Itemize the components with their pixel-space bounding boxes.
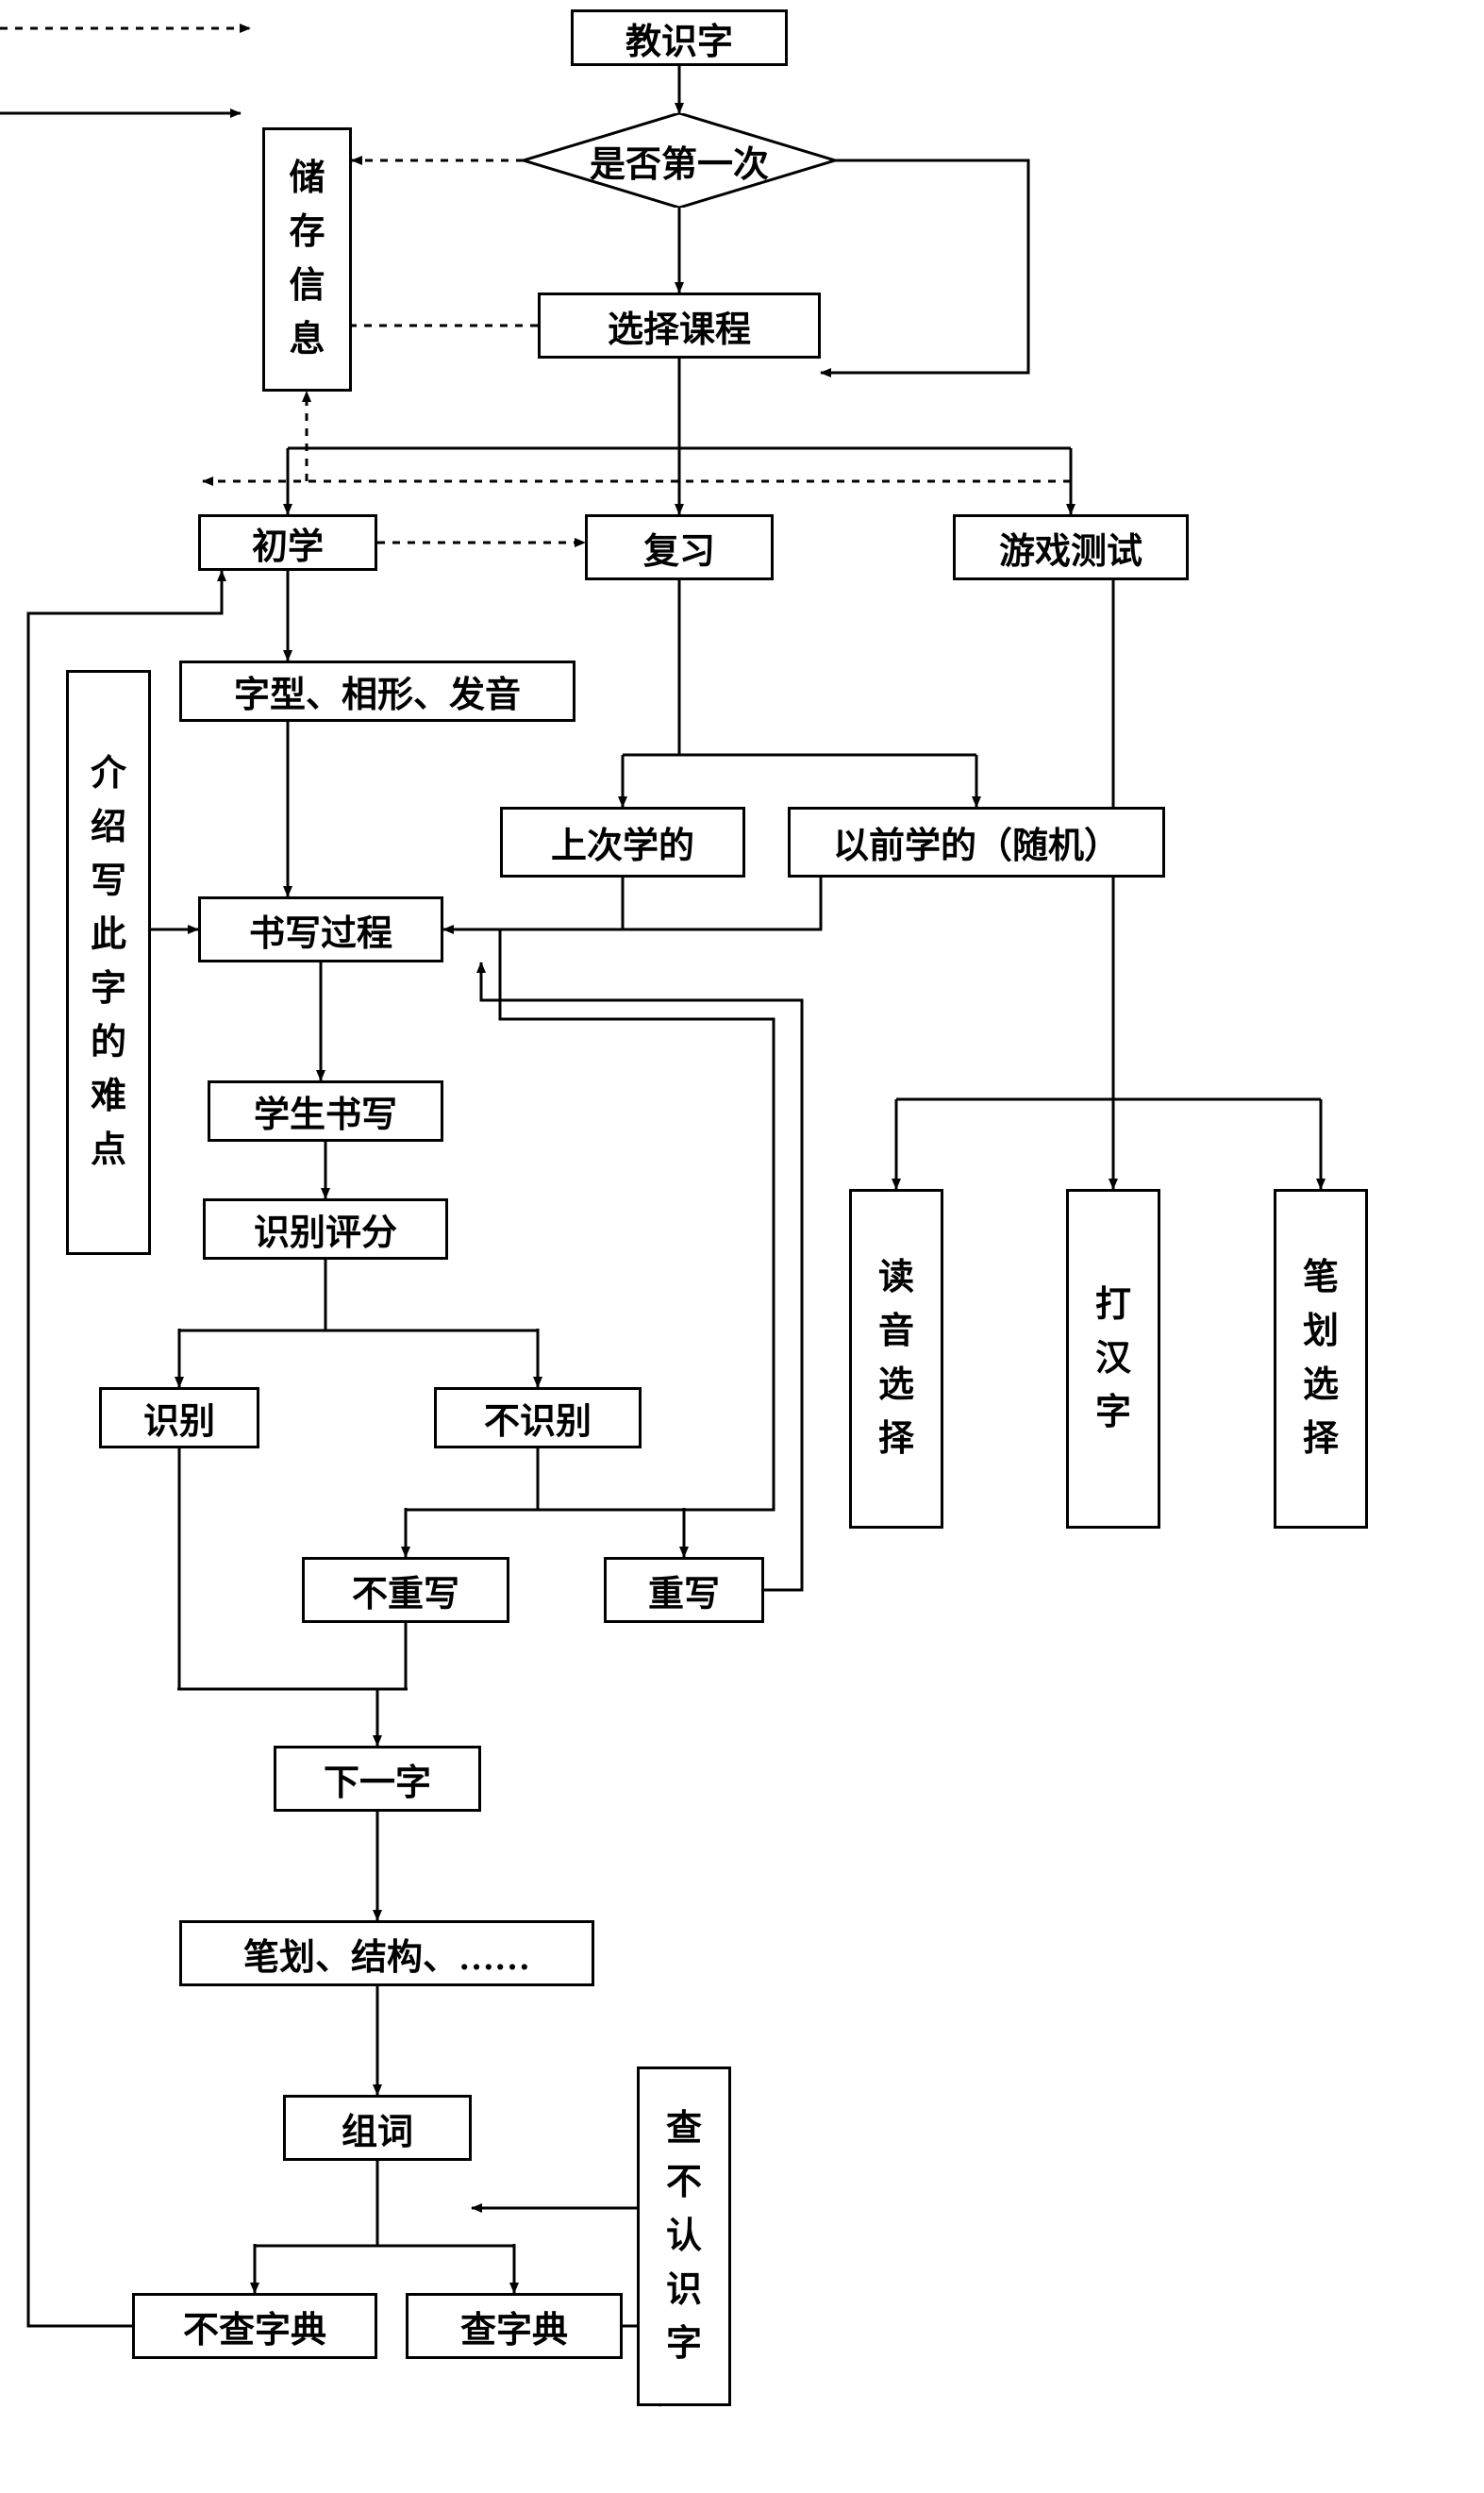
- node-label-teach: 教识字: [625, 12, 733, 64]
- decision-label: 是否第一次: [524, 113, 835, 208]
- node-label-nextchar: 下一字: [324, 1753, 431, 1805]
- node-lasttime: 上次学的: [500, 807, 745, 878]
- node-before: 以前学的（随机）: [788, 807, 1165, 878]
- node-label-dict: 查字典: [460, 2301, 568, 2352]
- node-label-pronun: 读音选择: [878, 1251, 914, 1466]
- node-strokes2: 笔划、结构、……: [179, 1920, 594, 1986]
- node-label-type: 打汉字: [1095, 1279, 1131, 1440]
- node-label-before: 以前学的（随机）: [833, 816, 1120, 868]
- node-teach: 教识字: [571, 9, 788, 66]
- node-label-score: 识别评分: [254, 1203, 397, 1255]
- node-label-process: 书写过程: [249, 904, 392, 956]
- node-label-game: 游戏测试: [999, 522, 1142, 574]
- node-game: 游戏测试: [953, 514, 1189, 580]
- node-choose: 选择课程: [538, 293, 821, 359]
- node-norewrite: 不重写: [302, 1557, 509, 1623]
- node-dict: 查字典: [406, 2293, 623, 2359]
- node-label-beginner: 初学: [252, 517, 324, 569]
- node-shape: 字型、相形、发音: [179, 661, 575, 722]
- node-stroke: 笔划选择: [1274, 1189, 1368, 1529]
- node-beginner: 初学: [198, 514, 377, 571]
- node-notrecog: 不识别: [434, 1387, 642, 1448]
- node-pronun: 读音选择: [849, 1189, 943, 1529]
- node-label-rewrite: 重写: [648, 1564, 720, 1616]
- node-student: 学生书写: [208, 1080, 443, 1142]
- node-label-strokes2: 笔划、结构、……: [243, 1928, 530, 1980]
- node-lookup: 查不认识字: [637, 2066, 731, 2406]
- node-label-student: 学生书写: [254, 1085, 397, 1137]
- node-label-notrecog: 不识别: [484, 1392, 592, 1444]
- node-label-review: 复习: [643, 522, 715, 574]
- node-label-lasttime: 上次学的: [551, 816, 694, 868]
- node-recog: 识别: [99, 1387, 259, 1448]
- node-label-lookup: 查不认识字: [666, 2102, 702, 2371]
- node-word: 组词: [283, 2095, 472, 2161]
- edge-rewrite-loop: [481, 962, 802, 1590]
- edge-last-d: [623, 878, 821, 929]
- node-nextchar: 下一字: [274, 1746, 481, 1812]
- node-label-shape: 字型、相形、发音: [234, 665, 521, 717]
- node-label-stroke: 笔划选择: [1303, 1251, 1339, 1466]
- node-label-choose: 选择课程: [608, 300, 751, 352]
- node-store: 储存信息: [262, 127, 352, 392]
- node-type: 打汉字: [1066, 1189, 1160, 1529]
- node-label-word: 组词: [342, 2102, 413, 2154]
- node-label-recog: 识别: [143, 1392, 215, 1444]
- node-nodict: 不查字典: [132, 2293, 377, 2359]
- node-label-norewrite: 不重写: [352, 1564, 459, 1616]
- edge-first-right: [821, 160, 1028, 373]
- node-label-store: 储存信息: [289, 152, 325, 367]
- node-rewrite: 重写: [604, 1557, 764, 1623]
- node-review: 复习: [585, 514, 774, 580]
- decision-first-time: 是否第一次: [524, 113, 835, 208]
- node-label-nodict: 不查字典: [183, 2301, 326, 2352]
- node-score: 识别评分: [203, 1198, 448, 1260]
- node-process: 书写过程: [198, 896, 443, 962]
- node-label-intro: 介绍写此字的难点: [91, 747, 126, 1178]
- edge-rewrite-up: [443, 929, 774, 1557]
- node-intro: 介绍写此字的难点: [66, 670, 151, 1255]
